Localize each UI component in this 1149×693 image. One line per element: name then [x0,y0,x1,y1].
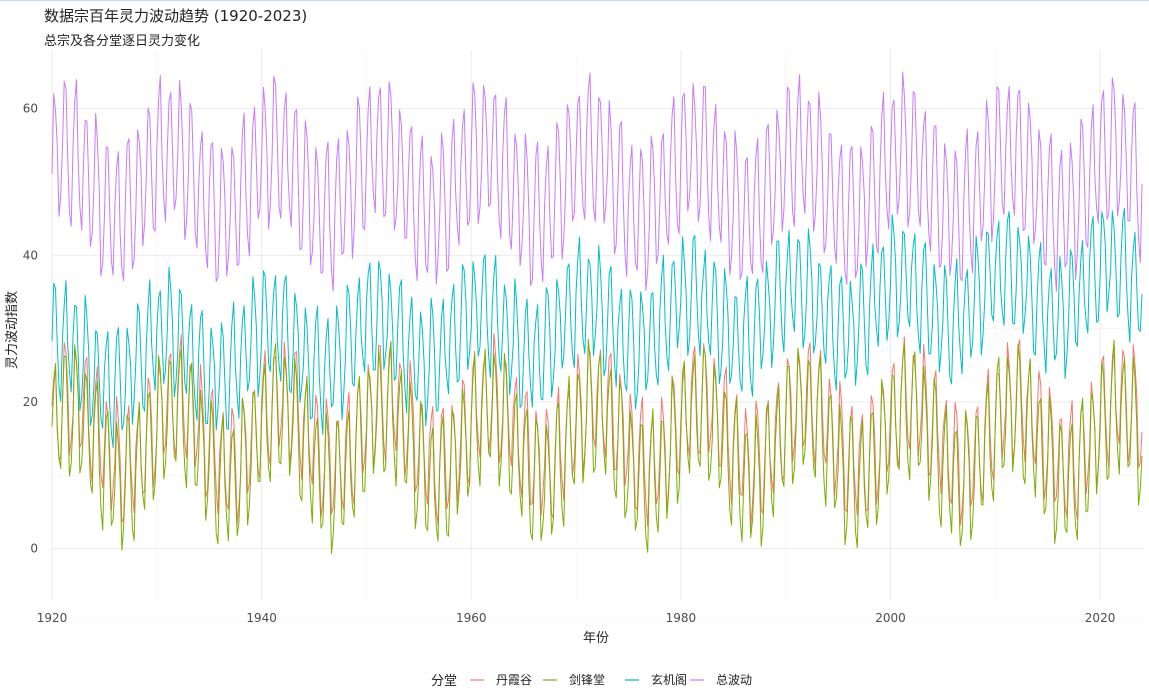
y-axis-title: 灵力波动指数 [5,291,20,369]
legend-label: 玄机阁 [651,672,687,687]
series-line-3 [51,207,1143,448]
y-tick-label: 60 [23,102,38,116]
legend-label: 丹霞谷 [496,673,532,687]
legend-label: 剑锋堂 [569,672,605,687]
x-tick-label: 1960 [456,611,487,625]
x-axis-ticks: 1920 1940 1960 1980 2000 2020 [37,611,1116,625]
legend-title: 分堂 [431,674,457,689]
x-tick-label: 1940 [246,611,277,625]
chart-title: 数据宗百年灵力波动趋势 (1920-2023) [44,7,307,25]
y-tick-label: 20 [23,395,38,409]
chart-subtitle: 总宗及各分堂逐日灵力变化 [44,33,200,49]
series-line-1 [51,332,1143,529]
x-tick-label: 1980 [666,611,697,625]
x-tick-label: 2000 [875,611,906,625]
top-border [0,0,1149,1]
y-axis-ticks: 0 20 40 60 [23,102,38,556]
x-tick-label: 2020 [1085,611,1116,625]
x-tick-label: 1920 [37,611,68,625]
legend-label: 总波动 [716,673,752,687]
series-lines [51,71,1143,554]
x-axis-title: 年份 [583,631,609,646]
y-tick-label: 0 [30,542,38,556]
legend: 分堂 丹霞谷 剑锋堂 玄机阁 总波动 [431,672,752,689]
series-line-4 [51,71,1143,292]
y-tick-label: 40 [23,248,38,262]
series-line-2 [51,338,1143,554]
